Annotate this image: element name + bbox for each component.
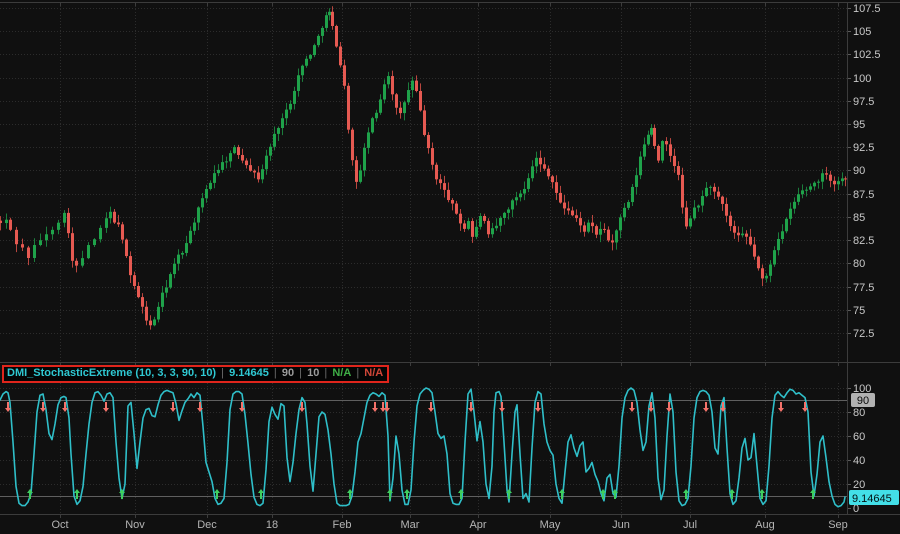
overbought-level-badge: 90 bbox=[851, 393, 875, 407]
buy-arrow-icon bbox=[119, 489, 125, 499]
last-value-badge-text: 9.14645 bbox=[852, 493, 892, 505]
svg-text:80: 80 bbox=[853, 258, 865, 270]
buy-arrow-icon bbox=[458, 489, 464, 499]
sell-arrow-icon bbox=[802, 402, 808, 412]
buy-arrow-icon bbox=[74, 489, 80, 499]
sell-arrow-icon bbox=[299, 402, 305, 412]
buy-arrow-icon bbox=[729, 489, 735, 499]
svg-text:97.5: 97.5 bbox=[853, 96, 874, 108]
separator: | bbox=[221, 367, 225, 379]
svg-text:40: 40 bbox=[853, 455, 865, 467]
buy-arrow-icon bbox=[27, 489, 33, 499]
svg-text:0: 0 bbox=[853, 503, 859, 515]
svg-text:100: 100 bbox=[853, 383, 871, 395]
month-label: Oct bbox=[51, 519, 68, 531]
sell-arrow-icon bbox=[499, 402, 505, 412]
svg-text:90: 90 bbox=[853, 165, 865, 177]
time-axis-labels: Oct Nov Dec 18 Feb Mar Apr May Jun Jul Aug Sep bbox=[51, 519, 847, 531]
buy-arrow-icon bbox=[214, 489, 220, 499]
oscillator-axis-labels: 100 80 60 40 20 0 bbox=[853, 383, 871, 515]
axis-frame bbox=[0, 2, 900, 518]
sell-arrow-icon bbox=[428, 402, 434, 412]
candlestick-series bbox=[0, 6, 847, 330]
buy-arrow-icon bbox=[404, 489, 410, 499]
svg-text:92.5: 92.5 bbox=[853, 142, 874, 154]
month-label: May bbox=[540, 519, 561, 531]
month-label: Aug bbox=[755, 519, 775, 531]
sell-arrow-icon bbox=[40, 402, 46, 412]
svg-text:77.5: 77.5 bbox=[853, 282, 874, 294]
sell-arrow-icon bbox=[468, 402, 474, 412]
month-label: Feb bbox=[333, 519, 352, 531]
buy-arrow-icon bbox=[347, 489, 353, 499]
svg-text:95: 95 bbox=[853, 119, 865, 131]
sell-arrow-icon bbox=[197, 402, 203, 412]
sell-arrow-icon bbox=[666, 402, 672, 412]
price-axis-labels: 107.5 105 102.5 100 97.5 95 92.5 90 87.5 85 82.5 80… bbox=[853, 3, 881, 340]
separator: | bbox=[273, 367, 277, 379]
month-label: Jun bbox=[612, 519, 630, 531]
month-label: Sep bbox=[828, 519, 848, 531]
sell-arrow-icon bbox=[5, 402, 11, 412]
month-label: Mar bbox=[401, 519, 420, 531]
indicator-value: 9.14645 bbox=[229, 367, 269, 379]
buy-arrow-icon bbox=[612, 489, 618, 499]
buy-arrow-icon bbox=[683, 489, 689, 499]
indicator-na-short: N/A bbox=[364, 367, 384, 379]
indicator-oversold-param: 10 bbox=[307, 367, 320, 379]
buy-arrow-icon bbox=[559, 489, 565, 499]
sell-arrow-icon bbox=[535, 402, 541, 412]
sell-arrow-icon bbox=[103, 402, 109, 412]
sell-arrow-icon bbox=[648, 402, 654, 412]
buy-arrow-icon bbox=[600, 489, 606, 499]
svg-text:105: 105 bbox=[853, 26, 871, 38]
stochastic-line-series bbox=[0, 387, 846, 508]
signal-arrows bbox=[5, 402, 816, 499]
sell-arrow-icon bbox=[703, 402, 709, 412]
separator: | bbox=[299, 367, 303, 379]
svg-text:87.5: 87.5 bbox=[853, 189, 874, 201]
buy-arrow-icon bbox=[258, 489, 264, 499]
svg-text:107.5: 107.5 bbox=[853, 3, 881, 15]
separator: | bbox=[324, 367, 328, 379]
buy-arrow-icon bbox=[506, 489, 512, 499]
sell-arrow-icon bbox=[62, 402, 68, 412]
month-label: Nov bbox=[125, 519, 145, 531]
sell-arrow-icon bbox=[170, 402, 176, 412]
indicator-overbought-param: 90 bbox=[281, 367, 295, 379]
svg-text:20: 20 bbox=[853, 479, 865, 491]
month-label: Apr bbox=[469, 519, 486, 531]
svg-text:80: 80 bbox=[853, 407, 865, 419]
svg-text:72.5: 72.5 bbox=[853, 328, 874, 340]
sell-arrow-icon bbox=[372, 402, 378, 412]
overbought-oversold-bands bbox=[0, 400, 847, 497]
gridlines bbox=[0, 3, 847, 513]
buy-arrow-icon bbox=[759, 489, 765, 499]
indicator-study-label[interactable]: DMI_StochasticExtreme (10, 3, 3, 90, 10)… bbox=[2, 365, 390, 383]
buy-arrow-icon bbox=[387, 489, 393, 499]
svg-text:60: 60 bbox=[853, 431, 865, 443]
indicator-na-long: N/A bbox=[332, 367, 352, 379]
sell-arrow-icon bbox=[720, 402, 726, 412]
sell-arrow-icon bbox=[380, 402, 386, 412]
month-label: Jul bbox=[683, 519, 697, 531]
month-label: Dec bbox=[197, 519, 217, 531]
separator: | bbox=[356, 367, 360, 379]
svg-text:100: 100 bbox=[853, 73, 871, 85]
month-label: 18 bbox=[266, 519, 278, 531]
svg-text:75: 75 bbox=[853, 305, 865, 317]
sell-arrow-icon bbox=[778, 402, 784, 412]
sell-arrow-icon bbox=[239, 402, 245, 412]
indicator-name: DMI_StochasticExtreme (10, 3, 3, 90, 10) bbox=[7, 367, 217, 379]
svg-text:85: 85 bbox=[853, 212, 865, 224]
svg-text:102.5: 102.5 bbox=[853, 49, 881, 61]
last-value-badge: 9.14645 bbox=[849, 490, 899, 505]
sell-arrow-icon bbox=[629, 402, 635, 412]
sell-arrow-icon bbox=[384, 402, 390, 412]
svg-text:82.5: 82.5 bbox=[853, 235, 874, 247]
buy-arrow-icon bbox=[810, 489, 816, 499]
overbought-badge-text: 90 bbox=[857, 395, 869, 407]
